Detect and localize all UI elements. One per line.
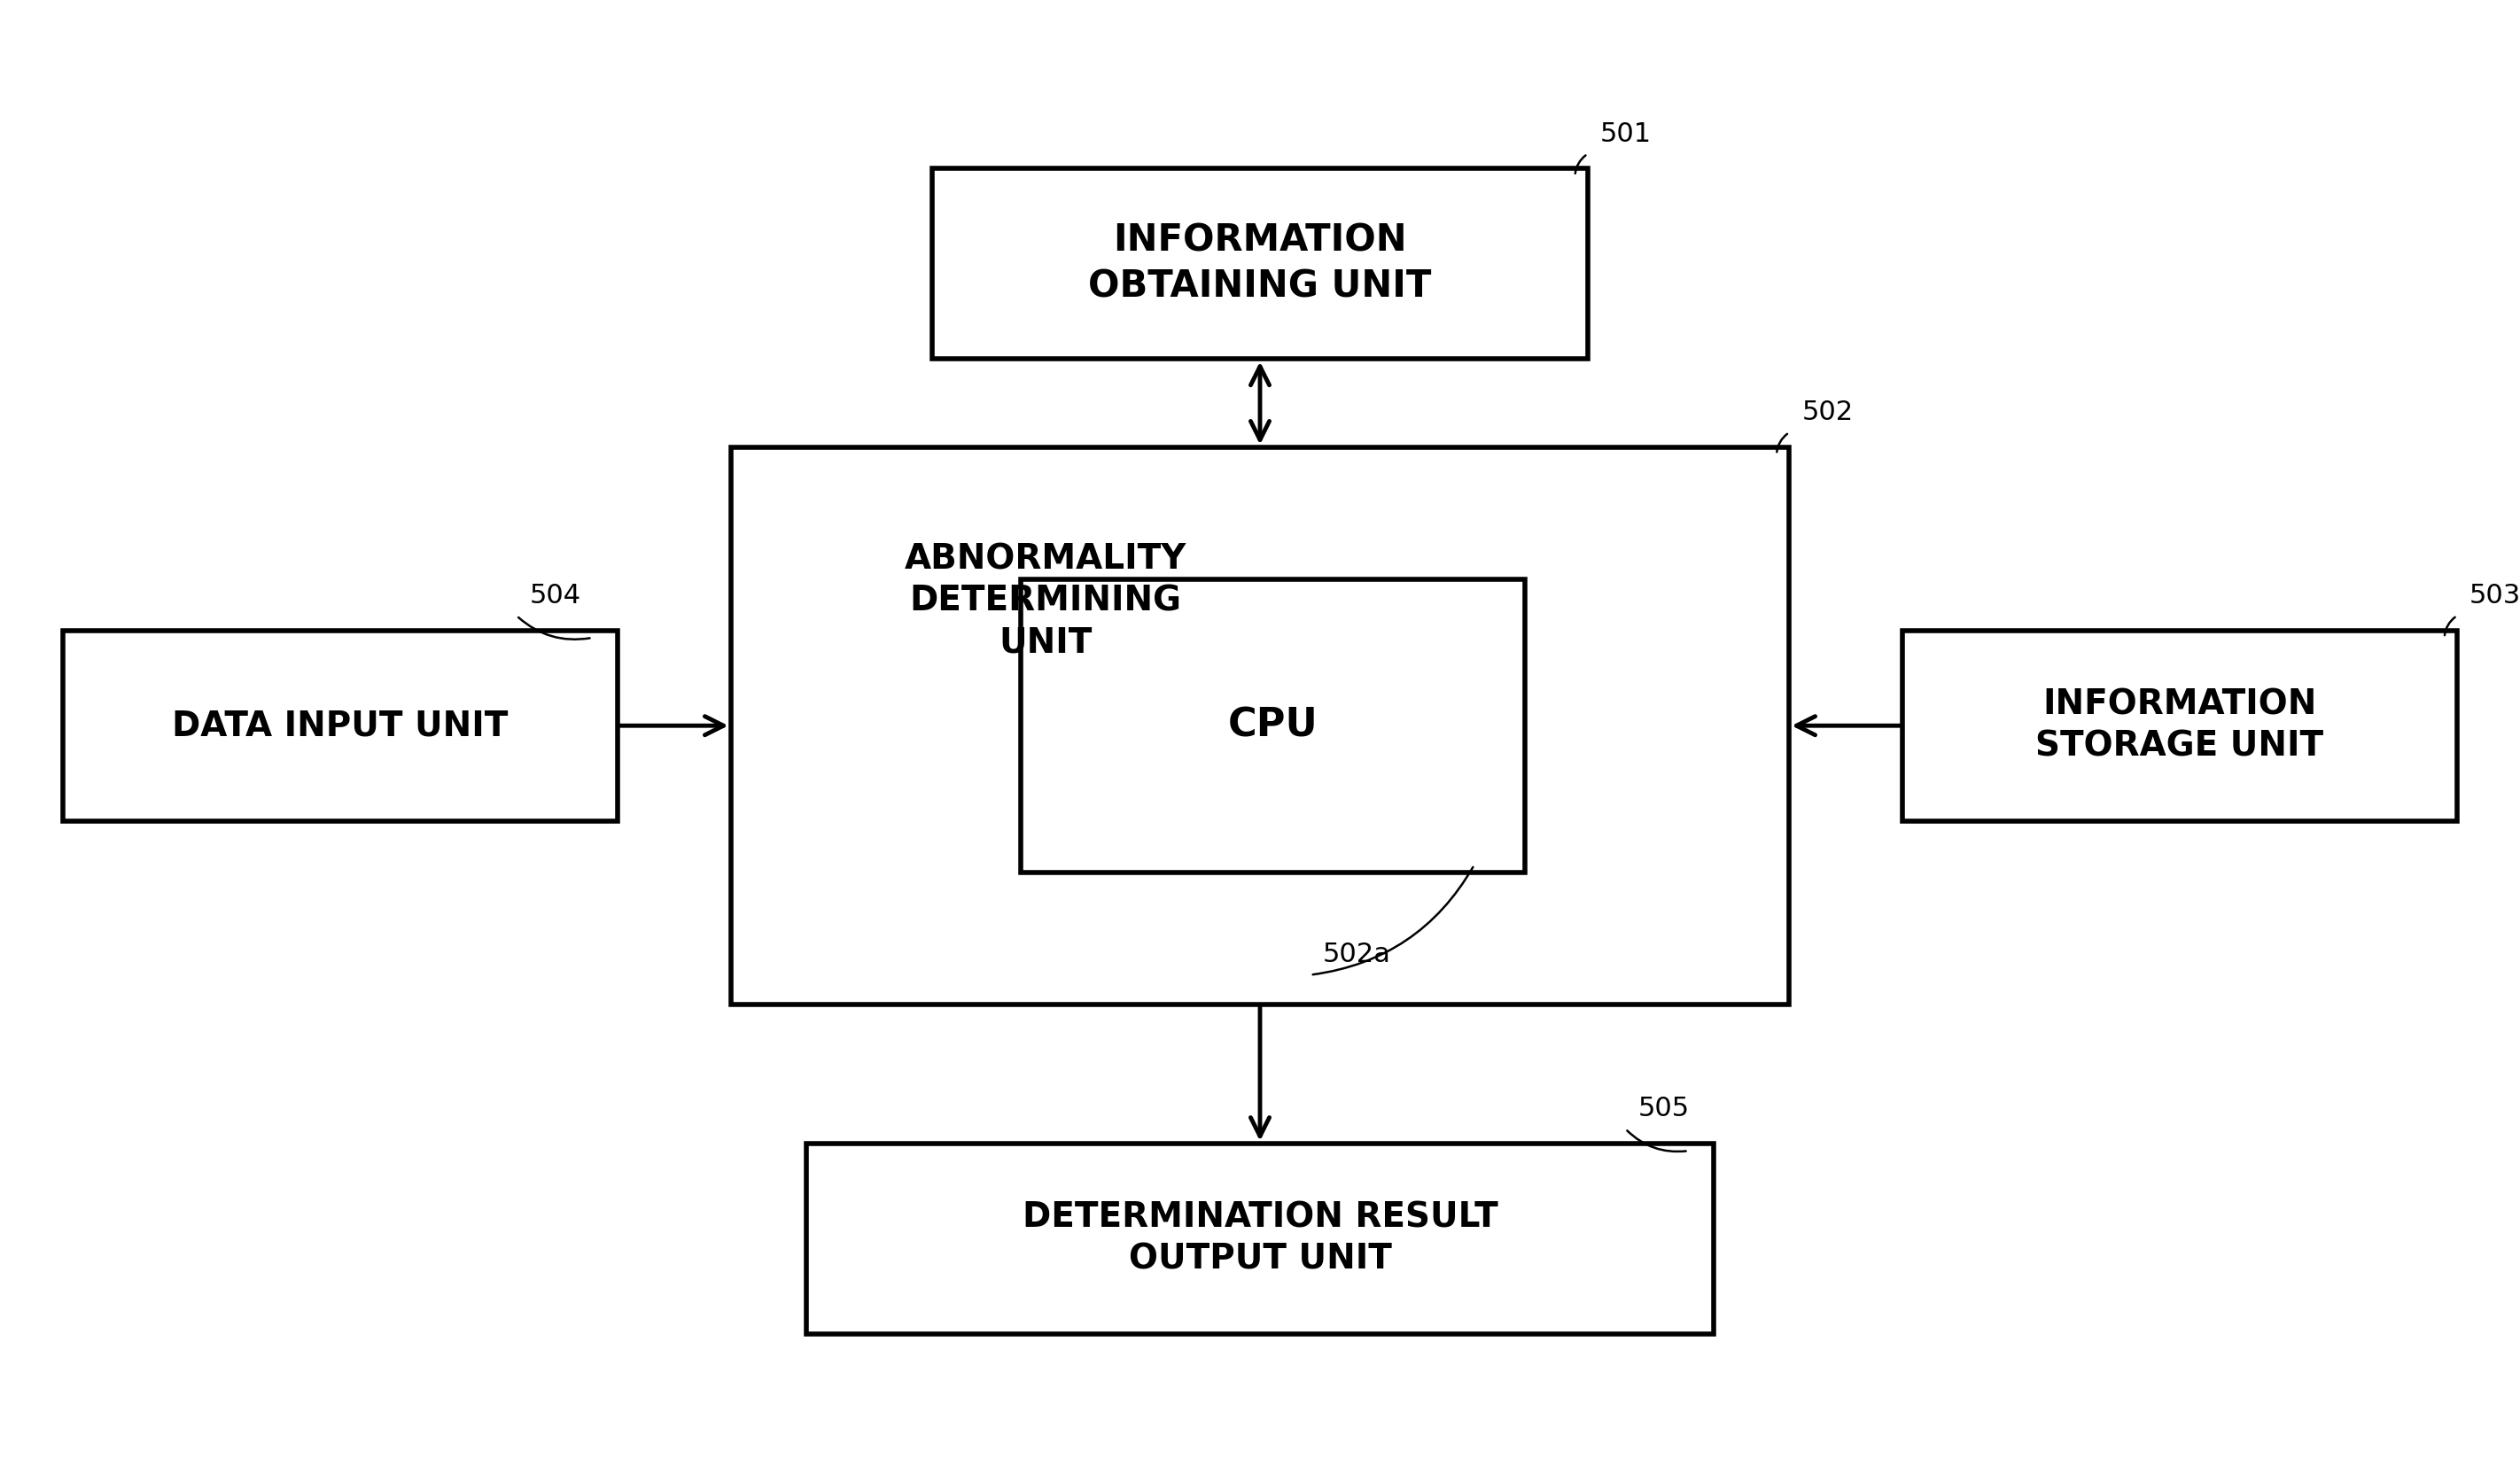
Bar [1021,579,1525,872]
Bar [63,630,617,821]
Text: CPU: CPU [1227,707,1318,745]
Text: INFORMATION
OBTAINING UNIT: INFORMATION OBTAINING UNIT [1089,223,1431,305]
Bar [1903,630,2457,821]
Text: 504: 504 [529,582,580,608]
Text: 501: 501 [1600,120,1651,147]
Text: DETERMINATION RESULT
OUTPUT UNIT: DETERMINATION RESULT OUTPUT UNIT [1023,1201,1497,1277]
Bar [731,447,1789,1004]
Text: 502: 502 [1802,399,1852,425]
Text: INFORMATION
STORAGE UNIT: INFORMATION STORAGE UNIT [2036,688,2323,764]
Text: DATA INPUT UNIT: DATA INPUT UNIT [171,710,509,742]
Bar [806,1143,1714,1334]
Text: 502a: 502a [1323,941,1391,968]
Text: 503: 503 [2470,582,2520,608]
Text: ABNORMALITY
DETERMINING
UNIT: ABNORMALITY DETERMINING UNIT [905,542,1187,660]
Bar [932,169,1588,359]
Text: 505: 505 [1638,1095,1688,1121]
